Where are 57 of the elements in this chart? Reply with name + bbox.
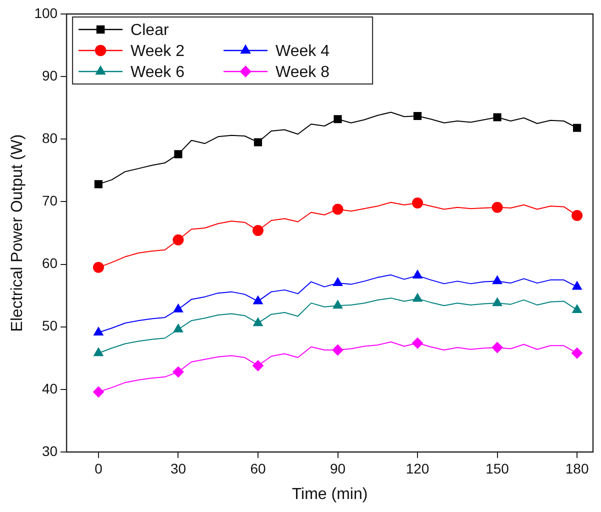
point <box>94 326 104 336</box>
point <box>492 276 502 284</box>
point <box>572 348 583 359</box>
point <box>334 115 342 124</box>
x-axis-title: Time (min) <box>292 486 368 503</box>
point <box>332 300 343 309</box>
point <box>92 386 104 398</box>
point <box>412 197 424 208</box>
y-axis-title: Electrical Power Output (W) <box>9 134 26 332</box>
point <box>92 262 104 273</box>
point <box>94 348 104 356</box>
point <box>572 281 582 290</box>
legend-label: Week 4 <box>276 42 330 60</box>
point <box>254 138 262 146</box>
x-tick-label: 120 <box>406 460 430 476</box>
point <box>412 293 422 302</box>
point <box>172 366 184 378</box>
y-tick-label: 90 <box>42 67 58 84</box>
point <box>573 124 582 132</box>
y-tick-label: 100 <box>34 4 58 21</box>
point <box>173 324 184 332</box>
point <box>412 270 422 279</box>
point <box>94 180 102 188</box>
x-tick-label: 60 <box>250 460 266 476</box>
point <box>412 338 424 349</box>
x-tick-label: 90 <box>330 460 346 476</box>
x-tick-label: 0 <box>94 460 103 476</box>
legend-label: Week 2 <box>130 42 185 60</box>
y-tick-label: 50 <box>42 318 58 334</box>
point <box>332 278 343 286</box>
point <box>492 298 502 306</box>
point <box>413 112 422 120</box>
y-tick-label: 30 <box>42 442 58 459</box>
point <box>173 304 184 312</box>
point <box>332 344 344 356</box>
legend-label: Clear <box>130 22 170 39</box>
point <box>253 296 263 304</box>
y-tick-label: 40 <box>42 380 58 396</box>
point <box>174 150 182 158</box>
point <box>572 210 583 221</box>
point <box>492 202 503 213</box>
point <box>332 204 344 215</box>
point <box>253 318 263 326</box>
point <box>492 342 503 354</box>
point <box>493 113 502 122</box>
y-tick-label: 80 <box>42 130 58 146</box>
point <box>172 234 184 246</box>
x-tick-label: 150 <box>486 460 510 476</box>
point <box>252 360 264 372</box>
x-tick-label: 180 <box>565 460 589 476</box>
legend-label: Week 8 <box>276 64 330 81</box>
point <box>572 304 582 313</box>
point <box>252 224 264 236</box>
y-tick-label: 60 <box>42 255 58 272</box>
y-tick-label: 70 <box>42 192 58 209</box>
legend-label: Week 6 <box>130 64 185 81</box>
x-tick-label: 30 <box>170 460 186 476</box>
